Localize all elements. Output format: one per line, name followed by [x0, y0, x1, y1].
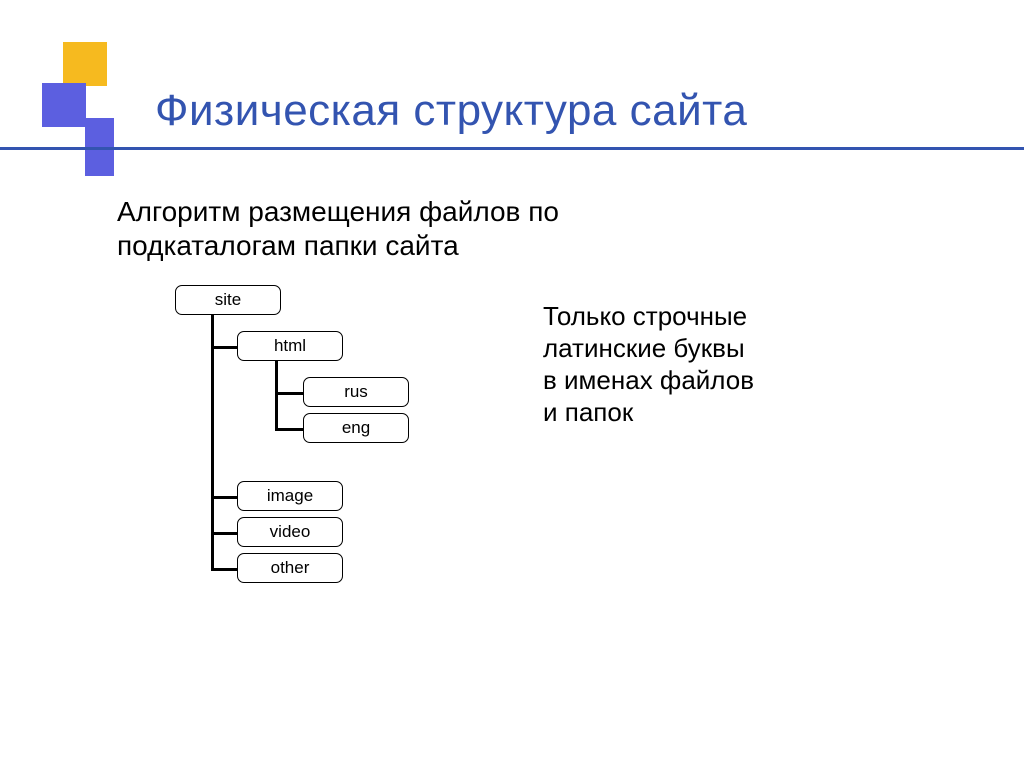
tree-node-label: video [270, 522, 311, 542]
slide: { "title": { "text": "Физическая структу… [0, 0, 1024, 767]
tree-connector-h [211, 568, 237, 571]
tree-node-html: html [237, 331, 343, 361]
subtitle: Алгоритм размещения файлов по подкаталог… [117, 195, 559, 263]
tree-node-label: html [274, 336, 306, 356]
tree-connector-v [275, 361, 278, 431]
tree-node-label: other [271, 558, 310, 578]
tree-connector-h [211, 346, 237, 349]
tree-connector-h [275, 392, 303, 395]
tree-node-site: site [175, 285, 281, 315]
tree-connector-h [211, 496, 237, 499]
tree-node-image: image [237, 481, 343, 511]
slide-title-text: Физическая структура сайта [155, 86, 747, 135]
tree-node-label: rus [344, 382, 368, 402]
tree-connector-h [275, 428, 303, 431]
subtitle-line-2: подкаталогам папки сайта [117, 229, 559, 263]
tree-node-other: other [237, 553, 343, 583]
title-underline [0, 147, 1024, 150]
tree-node-label: eng [342, 418, 370, 438]
subtitle-line-1: Алгоритм размещения файлов по [117, 195, 559, 229]
slide-title: Физическая структура сайта [155, 86, 747, 136]
tree-node-label: site [215, 290, 241, 310]
tree-node-label: image [267, 486, 313, 506]
folder-tree: site html rus eng image video other [175, 285, 575, 605]
tree-node-eng: eng [303, 413, 409, 443]
decor-square-2 [42, 83, 86, 127]
tree-connector-h [211, 532, 237, 535]
decor-square-1 [63, 42, 107, 86]
tree-node-video: video [237, 517, 343, 547]
tree-node-rus: rus [303, 377, 409, 407]
